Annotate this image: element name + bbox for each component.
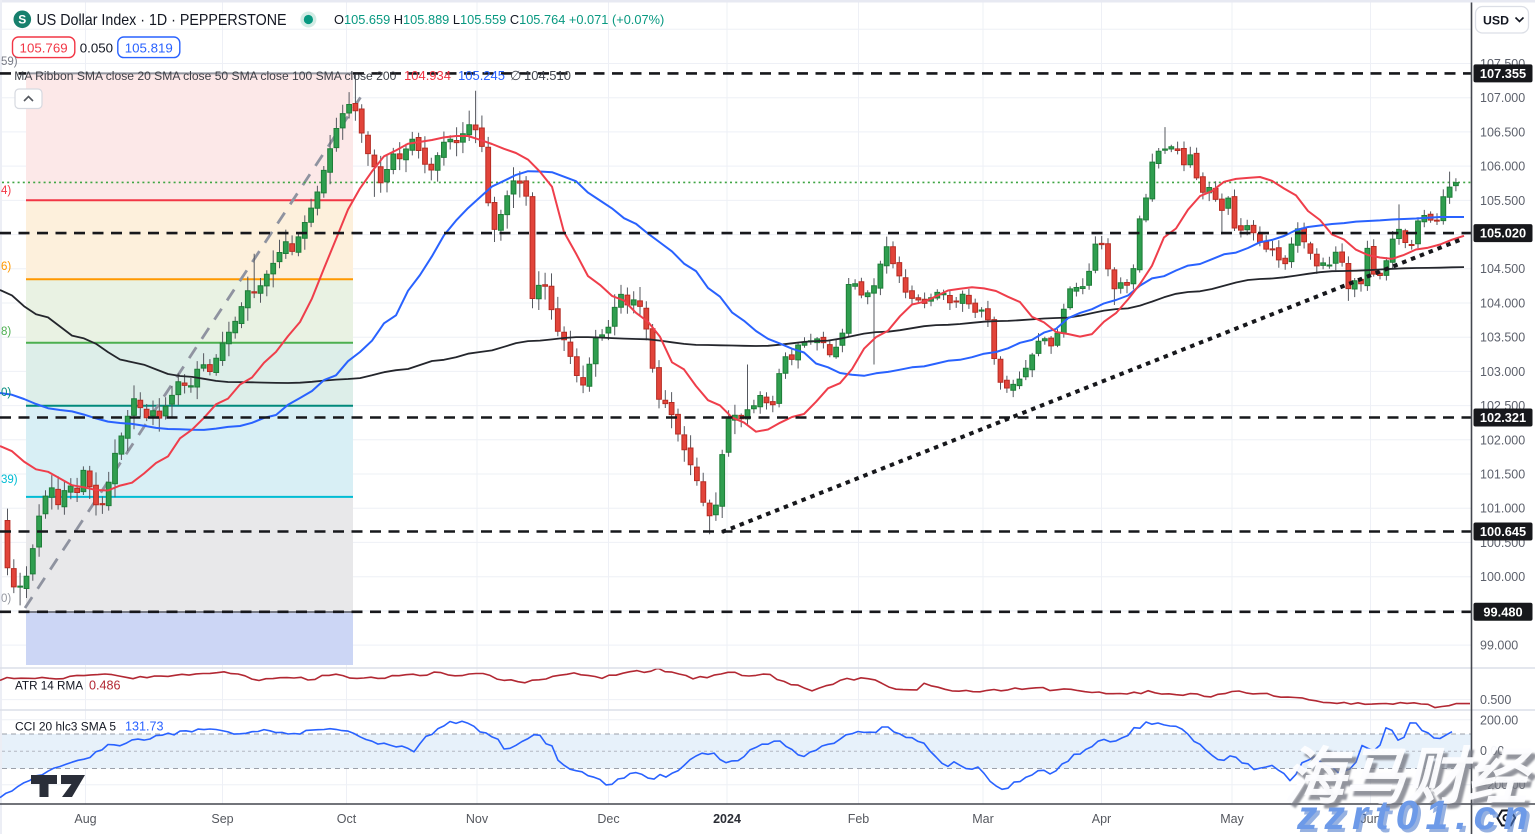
svg-text:Mar: Mar bbox=[972, 812, 994, 826]
svg-text:39): 39) bbox=[1, 474, 18, 486]
svg-text:100.645: 100.645 bbox=[1480, 524, 1526, 539]
svg-text:101.500: 101.500 bbox=[1480, 468, 1525, 482]
svg-text:6): 6) bbox=[1, 261, 11, 273]
svg-text:104.510: 104.510 bbox=[524, 68, 571, 83]
svg-text:2024: 2024 bbox=[713, 812, 741, 826]
svg-text:105.819: 105.819 bbox=[125, 40, 173, 55]
svg-text:Nov: Nov bbox=[466, 812, 489, 826]
svg-text:Dec: Dec bbox=[597, 812, 619, 826]
svg-text:104.934: 104.934 bbox=[404, 68, 451, 83]
svg-text:105.500: 105.500 bbox=[1480, 194, 1525, 208]
svg-text:200.00: 200.00 bbox=[1480, 713, 1518, 727]
svg-text:Aug: Aug bbox=[74, 812, 96, 826]
svg-text:Feb: Feb bbox=[848, 812, 870, 826]
svg-text:O105.659 H105.889 L105.559 C10: O105.659 H105.889 L105.559 C105.764 +0.0… bbox=[334, 12, 664, 27]
svg-text:0.486: 0.486 bbox=[89, 679, 121, 693]
svg-text:102.000: 102.000 bbox=[1480, 433, 1525, 447]
svg-text:US Dollar Index · 1D · PEPPERS: US Dollar Index · 1D · PEPPERSTONE bbox=[37, 12, 287, 29]
svg-text:May: May bbox=[1220, 812, 1244, 826]
svg-text:Jun: Jun bbox=[1360, 812, 1380, 826]
svg-text:ATR 14 RMA: ATR 14 RMA bbox=[15, 679, 84, 693]
svg-text:106.000: 106.000 bbox=[1480, 160, 1525, 174]
svg-text:CCI 20 hlc3 SMA 5: CCI 20 hlc3 SMA 5 bbox=[15, 720, 116, 734]
svg-text:99.000: 99.000 bbox=[1480, 639, 1518, 653]
svg-text:103.000: 103.000 bbox=[1480, 365, 1525, 379]
svg-text:Sep: Sep bbox=[211, 812, 233, 826]
svg-text:4): 4) bbox=[1, 185, 11, 197]
svg-text:−200.00: −200.00 bbox=[1480, 778, 1526, 792]
svg-text:107.355: 107.355 bbox=[1480, 66, 1526, 81]
svg-text:∅: ∅ bbox=[510, 68, 521, 83]
svg-text:102.321: 102.321 bbox=[1480, 410, 1526, 425]
svg-text:Oct: Oct bbox=[337, 812, 357, 826]
svg-text:99.480: 99.480 bbox=[1483, 604, 1522, 619]
svg-text:103.500: 103.500 bbox=[1480, 331, 1525, 345]
svg-text:0.00: 0.00 bbox=[1480, 744, 1504, 758]
svg-text:104.500: 104.500 bbox=[1480, 262, 1525, 276]
svg-text:104.000: 104.000 bbox=[1480, 296, 1525, 310]
svg-text:105.245: 105.245 bbox=[458, 68, 505, 83]
svg-text:100.000: 100.000 bbox=[1480, 570, 1525, 584]
svg-text:USD: USD bbox=[1483, 13, 1509, 27]
svg-text:0): 0) bbox=[1, 593, 11, 605]
svg-text:105.769: 105.769 bbox=[20, 40, 68, 55]
svg-text:131.73: 131.73 bbox=[125, 720, 164, 734]
svg-text:8): 8) bbox=[1, 326, 11, 338]
svg-text:Apr: Apr bbox=[1092, 812, 1111, 826]
svg-text:106.500: 106.500 bbox=[1480, 125, 1525, 139]
svg-text:105.020: 105.020 bbox=[1480, 226, 1526, 241]
svg-text:0): 0) bbox=[1, 387, 11, 399]
svg-text:0.050: 0.050 bbox=[80, 40, 113, 55]
svg-text:59): 59) bbox=[1, 56, 18, 68]
svg-text:101.000: 101.000 bbox=[1480, 502, 1525, 516]
svg-text:107.000: 107.000 bbox=[1480, 91, 1525, 105]
svg-text:S: S bbox=[18, 13, 26, 27]
svg-text:0.500: 0.500 bbox=[1480, 693, 1511, 707]
svg-text:MA Ribbon SMA close 20 SMA clo: MA Ribbon SMA close 20 SMA close 50 SMA … bbox=[14, 69, 396, 83]
